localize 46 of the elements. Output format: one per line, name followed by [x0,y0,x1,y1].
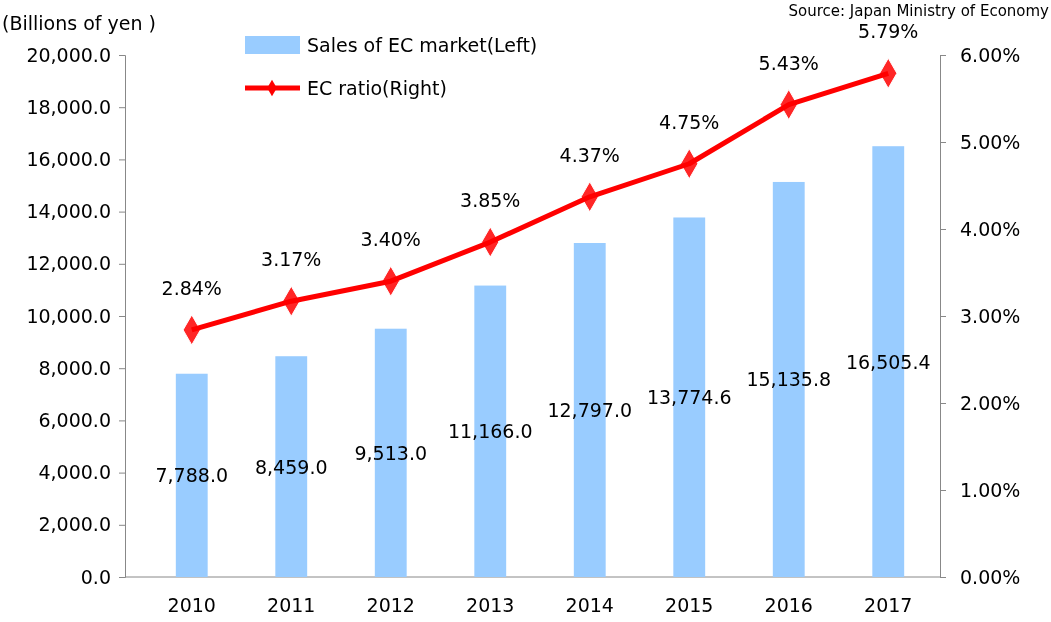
data-label: 15,135.8 [746,368,832,391]
y-tick-label: 14,000.0 [26,200,111,223]
y2-tick-label: 1.00% [960,478,1021,501]
legend-label: Sales of EC market(Left) [307,34,538,56]
x-tick-label: 2011 [267,594,316,617]
data-label: 3.85% [460,189,521,212]
source-note: Source: Japan Ministry of Economy [788,2,1050,20]
x-tick-label: 2016 [764,594,813,617]
y2-tick-label: 5.00% [960,130,1021,153]
x-tick-label: 2013 [466,594,515,617]
data-label: 3.17% [261,248,322,271]
data-label: 9,513.0 [354,441,428,464]
x-tick-label: 2012 [366,594,415,617]
y-tick-label: 4,000.0 [38,461,111,484]
y2-tick-label: 2.00% [960,391,1021,414]
x-tick-label: 2015 [665,594,714,617]
data-label: 5.79% [858,20,919,43]
data-label: 3.40% [360,228,421,251]
data-label: 12,797.0 [547,399,633,421]
y2-tick-label: 3.00% [960,304,1021,327]
y2-tick-label: 6.00% [960,43,1021,66]
y-tick-label: 2,000.0 [38,513,111,536]
y-tick-label: 20,000.0 [26,43,111,66]
legend-label: EC ratio(Right) [307,77,447,99]
y-tick-label: 6,000.0 [38,408,111,431]
y-tick-label: 10,000.0 [26,304,111,327]
x-tick-label: 2010 [167,594,216,617]
y-tick-label: 12,000.0 [26,252,111,275]
data-label: 13,774.6 [646,386,732,409]
data-label: 5.43% [758,51,819,74]
x-tick-label: 2017 [864,594,913,617]
data-label: 8,459.0 [254,455,328,478]
data-label: 11,166.0 [447,420,533,443]
x-tick-label: 2014 [565,594,614,617]
y-tick-label: 0.0 [80,565,111,588]
y2-tick-label: 4.00% [960,217,1021,240]
data-label: 2.84% [161,276,222,299]
y-axis-title: (Billions of yen ) [2,12,156,34]
y2-tick-label: 0.00% [960,565,1021,588]
data-label: 7,788.0 [155,464,229,487]
data-label: 4.37% [559,143,620,166]
data-label: 16,505.4 [845,350,931,373]
y-tick-label: 18,000.0 [26,95,111,118]
data-label: 4.75% [659,110,720,133]
y-tick-label: 16,000.0 [26,147,111,170]
y-tick-label: 8,000.0 [38,356,111,379]
